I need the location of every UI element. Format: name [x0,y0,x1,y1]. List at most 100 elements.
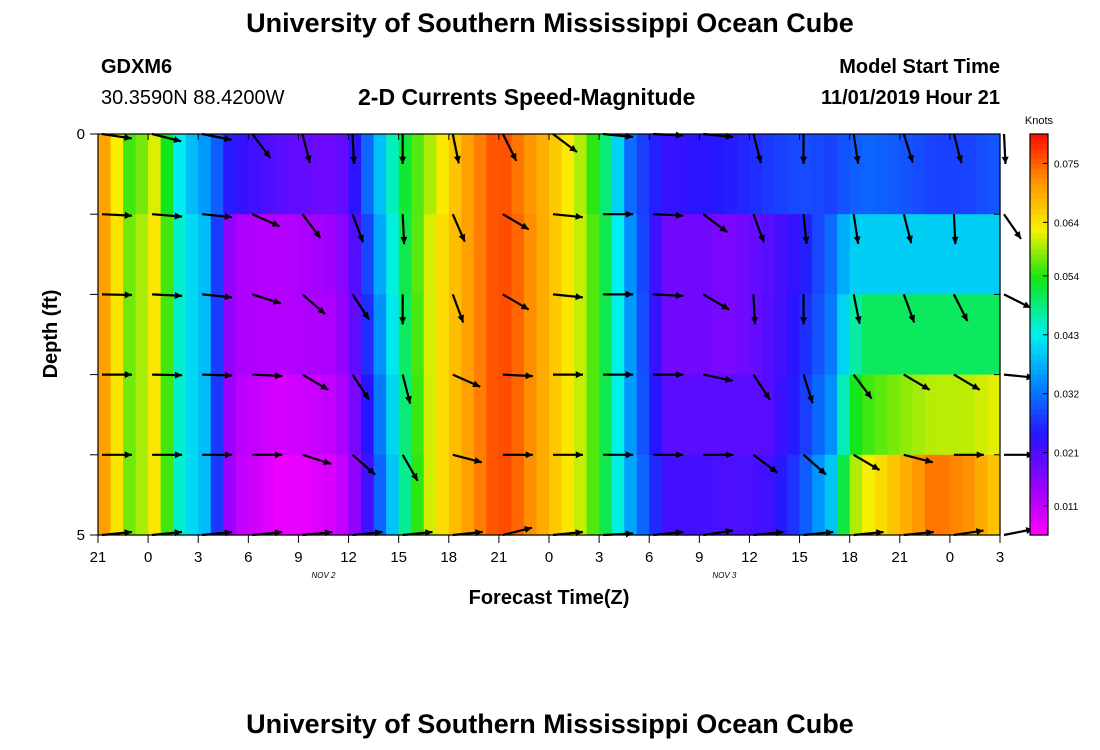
current-arrow [951,214,959,245]
heatmap-cell [235,134,249,215]
colorbar-segment [1030,529,1048,536]
heatmap-cell [974,214,989,295]
heatmap-cell [912,134,926,215]
colorbar-unit: Knots [1025,115,1054,127]
heatmap-cell [148,374,162,456]
current-arrow [351,453,376,476]
heatmap-cell [348,214,362,295]
heatmap-cell [298,454,312,536]
heatmap-cell [549,214,563,295]
heatmap-cell [874,454,888,536]
heatmap-cell [210,374,224,456]
heatmap-cell [699,294,713,376]
heatmap-cell [724,134,738,215]
heatmap-cell [761,374,776,456]
heatmap-cell [611,134,625,215]
heatmap-cell [674,374,688,456]
heatmap-cell [348,134,362,215]
heatmap-cell [561,294,575,376]
heatmap-cell [549,294,563,376]
colorbar-segment [1030,319,1048,326]
heatmap-cell [386,454,400,536]
x-axis-label: Forecast Time(Z) [469,587,630,609]
footer-title: University of Southern Mississippi Ocean… [246,709,854,739]
heatmap-cell [323,374,337,456]
heatmap-cell [774,214,788,295]
heatmap-cell [862,134,876,215]
colorbar-segment [1030,504,1048,511]
current-arrow [502,451,533,459]
colorbar-segment [1030,214,1048,220]
heatmap-cell [123,454,137,536]
current-arrow [101,291,133,299]
heatmap-cell [160,374,174,456]
current-arrow [152,212,183,220]
heatmap-cell [173,134,187,215]
current-arrow [852,133,861,164]
y-tick-label: 5 [77,527,85,544]
heatmap-cell [711,374,725,456]
colorbar-segment [1030,339,1048,346]
heatmap-cell [749,214,763,295]
heatmap-cell [486,294,500,376]
heatmap-cell [649,214,663,295]
heatmap-cell [774,294,788,376]
heatmap-cell [398,214,412,295]
heatmap-cell [486,214,500,295]
colorbar-segment [1030,334,1048,341]
current-arrow [902,294,916,323]
colorbar-segment [1030,434,1048,441]
x-tick-label: 12 [741,549,758,566]
colorbar-segment [1030,219,1048,225]
heatmap-cell [285,214,300,295]
heatmap-cell [837,134,851,215]
heatmap-cell [787,294,801,376]
current-arrow [301,213,322,239]
heatmap-cell [549,454,563,536]
heatmap-cell [461,454,475,536]
heatmap-cell [711,214,725,295]
heatmap-cell [185,214,199,295]
current-arrow [853,453,881,471]
heatmap-cell [486,134,500,215]
heatmap-cell [423,134,437,215]
current-arrow [152,451,183,459]
heatmap-cell [599,214,613,295]
current-arrow [953,451,984,459]
current-arrow [1003,213,1022,240]
colorbar-segment [1030,329,1048,336]
heatmap-cell [799,294,813,376]
heatmap-cell [649,294,663,376]
heatmap-cell [912,214,926,295]
colorbar-segment [1030,384,1048,391]
heatmap-cell [837,294,851,376]
colorbar-tick-label: 0.021 [1054,449,1079,460]
colorbar-segment [1030,164,1048,170]
heatmap-cell [812,454,826,536]
heatmap-cell [411,374,425,456]
current-arrow [152,292,183,300]
heatmap-cell [724,374,738,456]
colorbar-tick-label: 0.032 [1054,390,1079,401]
x-tick-label: 3 [595,549,603,566]
heatmap-cell [473,134,487,215]
heatmap-cell [536,374,550,456]
heatmap-cell [849,374,863,456]
heatmap-cell [110,454,124,536]
heatmap-cell [110,374,124,456]
heatmap-cell [461,214,475,295]
heatmap-cell [411,454,425,536]
heatmap-cell [173,454,187,536]
current-arrow [953,373,981,391]
heatmap-cell [223,454,237,536]
current-arrow [502,372,533,380]
heatmap-cell [987,454,1001,536]
heatmap-cell [736,214,751,295]
heatmap-cell [285,294,300,376]
current-arrow [703,373,733,383]
colorbar-segment [1030,404,1048,411]
heatmap-cell [686,214,700,295]
heatmap-cell [160,134,174,215]
heatmap-cell [173,214,187,295]
heatmap-cell [962,134,976,215]
